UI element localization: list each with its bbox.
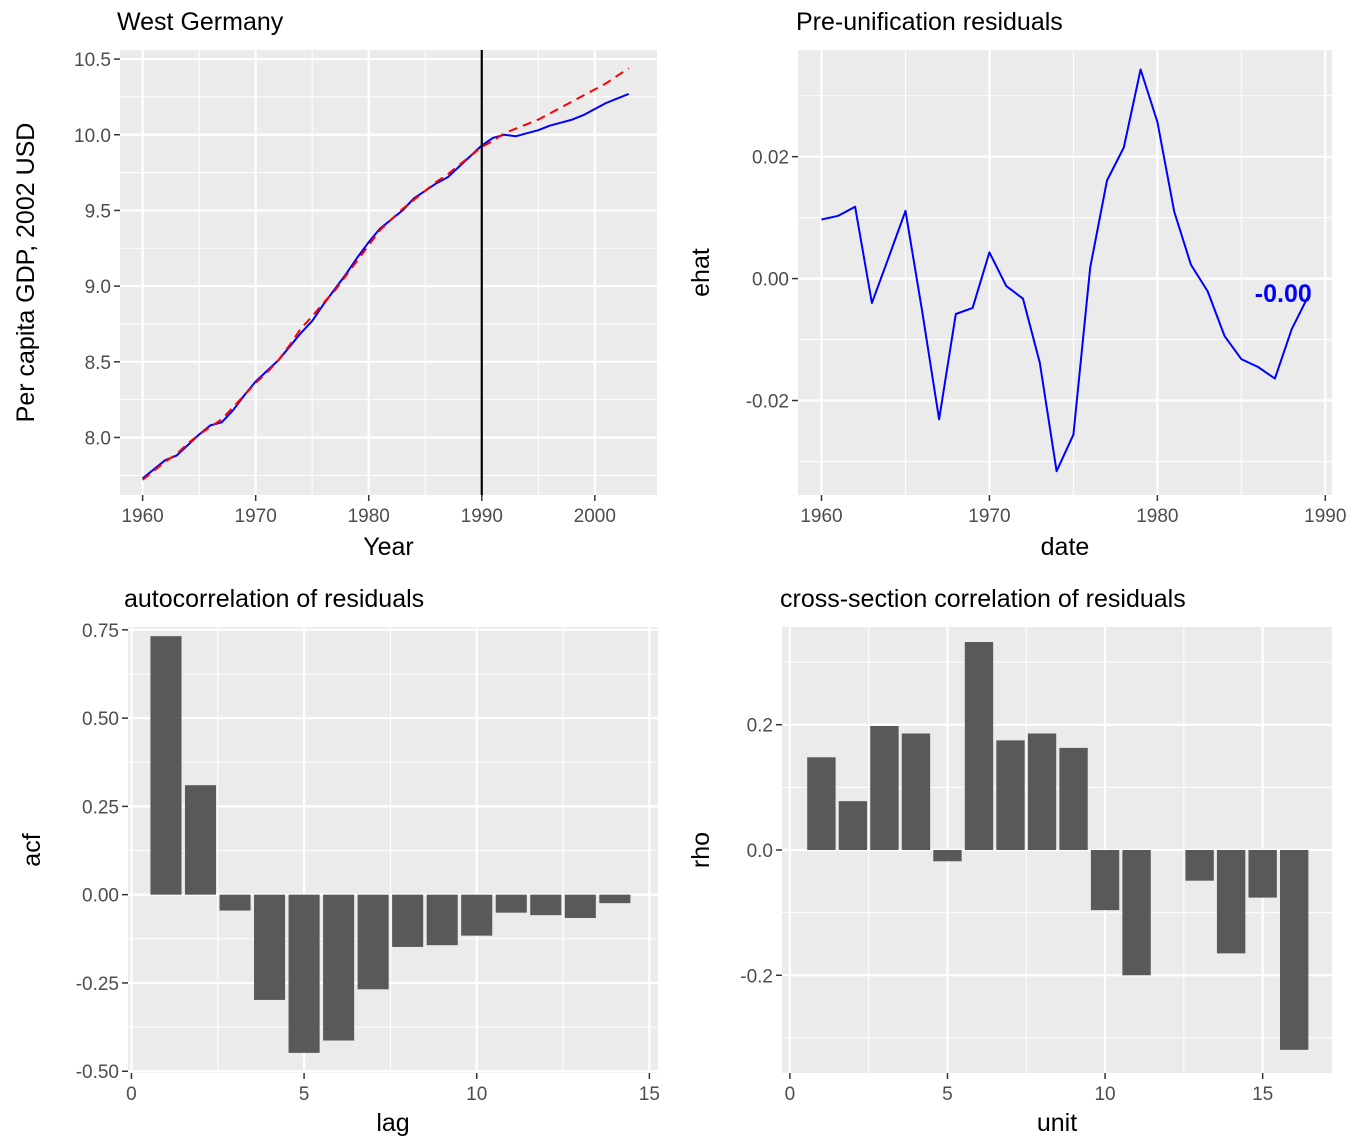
- x-axis-label: unit: [1037, 1109, 1077, 1137]
- plot-marks: [141, 50, 630, 495]
- bar: [838, 801, 868, 850]
- bar: [564, 894, 596, 918]
- y-tick-label: 0.50: [82, 709, 119, 730]
- x-tick-label: 0: [785, 1084, 796, 1105]
- y-tick-label: 0.00: [752, 270, 789, 291]
- y-tick-label: -0.02: [746, 392, 789, 413]
- x-tick-label: 0: [126, 1084, 137, 1105]
- plot-marks: [150, 636, 631, 1053]
- chart-title: West Germany: [117, 8, 284, 36]
- x-tick-label: 2000: [574, 506, 616, 527]
- bar: [1185, 850, 1214, 881]
- bar: [219, 894, 251, 911]
- y-tick-label: 0.75: [82, 621, 119, 642]
- x-tick-label: 1960: [121, 506, 163, 527]
- chart-title: cross-section correlation of residuals: [780, 585, 1186, 613]
- bar: [495, 894, 527, 913]
- bar: [323, 894, 355, 1041]
- x-tick-label: 1970: [235, 506, 277, 527]
- bar: [901, 733, 931, 850]
- y-axis-label: ehat: [687, 248, 715, 297]
- bar: [426, 894, 458, 946]
- y-tick-label: 9.0: [85, 277, 111, 298]
- bar: [288, 894, 320, 1053]
- x-axis-label: Year: [363, 533, 414, 561]
- panel-background: [120, 50, 657, 495]
- bar: [1090, 850, 1120, 911]
- x-tick-label: 10: [1094, 1084, 1115, 1105]
- x-tick-label: 5: [942, 1084, 953, 1105]
- grid: [128, 627, 658, 1073]
- bar: [392, 894, 424, 947]
- y-tick-label: 9.5: [85, 201, 111, 222]
- x-axis-label: lag: [376, 1109, 409, 1137]
- residual-series-line: [821, 68, 1310, 473]
- bar: [870, 725, 899, 850]
- bar: [184, 785, 217, 895]
- x-tick-label: 1990: [1304, 506, 1346, 527]
- y-axis-label: rho: [687, 832, 715, 868]
- bar: [254, 894, 286, 1000]
- y-tick-label: -0.2: [740, 966, 773, 987]
- x-tick-label: 1970: [968, 506, 1010, 527]
- panel-background: [128, 627, 658, 1073]
- residual-annotation: -0.00: [1255, 280, 1312, 308]
- bar: [1027, 733, 1057, 850]
- y-axis-label: Per capita GDP, 2002 USD: [12, 123, 40, 423]
- y-tick-label: 0.00: [82, 886, 119, 907]
- bar: [964, 642, 994, 850]
- y-axis-label: acf: [18, 833, 46, 866]
- bar: [1279, 850, 1309, 1050]
- x-tick-label: 1990: [461, 506, 503, 527]
- x-tick-label: 1960: [800, 506, 842, 527]
- y-tick-label: 0.0: [747, 841, 773, 862]
- bar: [357, 894, 389, 990]
- bar: [1248, 850, 1277, 898]
- tick-labels: 0 5 10 15 -0.2 0.0 0.2: [740, 716, 1273, 1105]
- cross-section-panel: 0 5 10 15 -0.2 0.0 0.2 cross-section correlati…: [687, 585, 1332, 1137]
- bar: [530, 894, 562, 916]
- x-tick-label: 5: [299, 1084, 310, 1105]
- tick-labels: 1960 1970 1980 1990 -0.02 0.00 0.02: [746, 148, 1347, 527]
- grid: [798, 50, 1332, 495]
- x-tick-label: 15: [1252, 1084, 1273, 1105]
- bar: [807, 757, 836, 850]
- y-tick-label: 0.02: [752, 148, 789, 169]
- x-tick-label: 10: [466, 1084, 487, 1105]
- tick-labels: 1960 1970 1980 1990 2000 8.0 8.5 9.0 9.5 10.0 10.5: [74, 50, 616, 527]
- bar: [933, 850, 962, 862]
- chart-title: autocorrelation of residuals: [124, 585, 424, 613]
- actual-series-line: [141, 92, 630, 480]
- bar: [996, 740, 1025, 850]
- y-tick-label: 10.5: [74, 50, 111, 71]
- west-germany-panel: 1960 1970 1980 1990 2000 8.0 8.5 9.0 9.5 10.0 10.5…: [12, 8, 657, 561]
- autocorrelation-panel: 0 5 10 15 -0.50 -0.25 0.00 0.25 0.50 0.75 autocor…: [18, 585, 660, 1137]
- bar: [1122, 850, 1151, 976]
- y-tick-label: 0.2: [747, 716, 773, 737]
- y-tick-label: 0.25: [82, 797, 119, 818]
- x-tick-label: 1980: [348, 506, 390, 527]
- chart-title: Pre-unification residuals: [796, 8, 1063, 36]
- bar: [1216, 850, 1246, 954]
- bar: [150, 636, 182, 895]
- tick-labels: 0 5 10 15 -0.50 -0.25 0.00 0.25 0.50 0.75: [76, 621, 660, 1105]
- x-axis-label: date: [1041, 533, 1090, 561]
- residuals-panel: 1960 1970 1980 1990 -0.02 0.00 0.02 -0.00 Pre-…: [687, 8, 1346, 561]
- y-tick-label: 8.0: [85, 428, 111, 449]
- x-tick-label: 1980: [1136, 506, 1178, 527]
- y-tick-label: -0.50: [76, 1062, 119, 1083]
- bar: [461, 894, 493, 936]
- bar: [1059, 747, 1088, 850]
- panel-background: [798, 50, 1332, 495]
- plot-marks: [807, 642, 1309, 1050]
- y-tick-label: -0.25: [76, 974, 119, 995]
- y-tick-label: 10.0: [74, 126, 111, 147]
- y-tick-label: 8.5: [85, 353, 111, 374]
- plot-marks: [821, 68, 1310, 473]
- bar: [599, 894, 631, 904]
- x-tick-label: 15: [639, 1084, 660, 1105]
